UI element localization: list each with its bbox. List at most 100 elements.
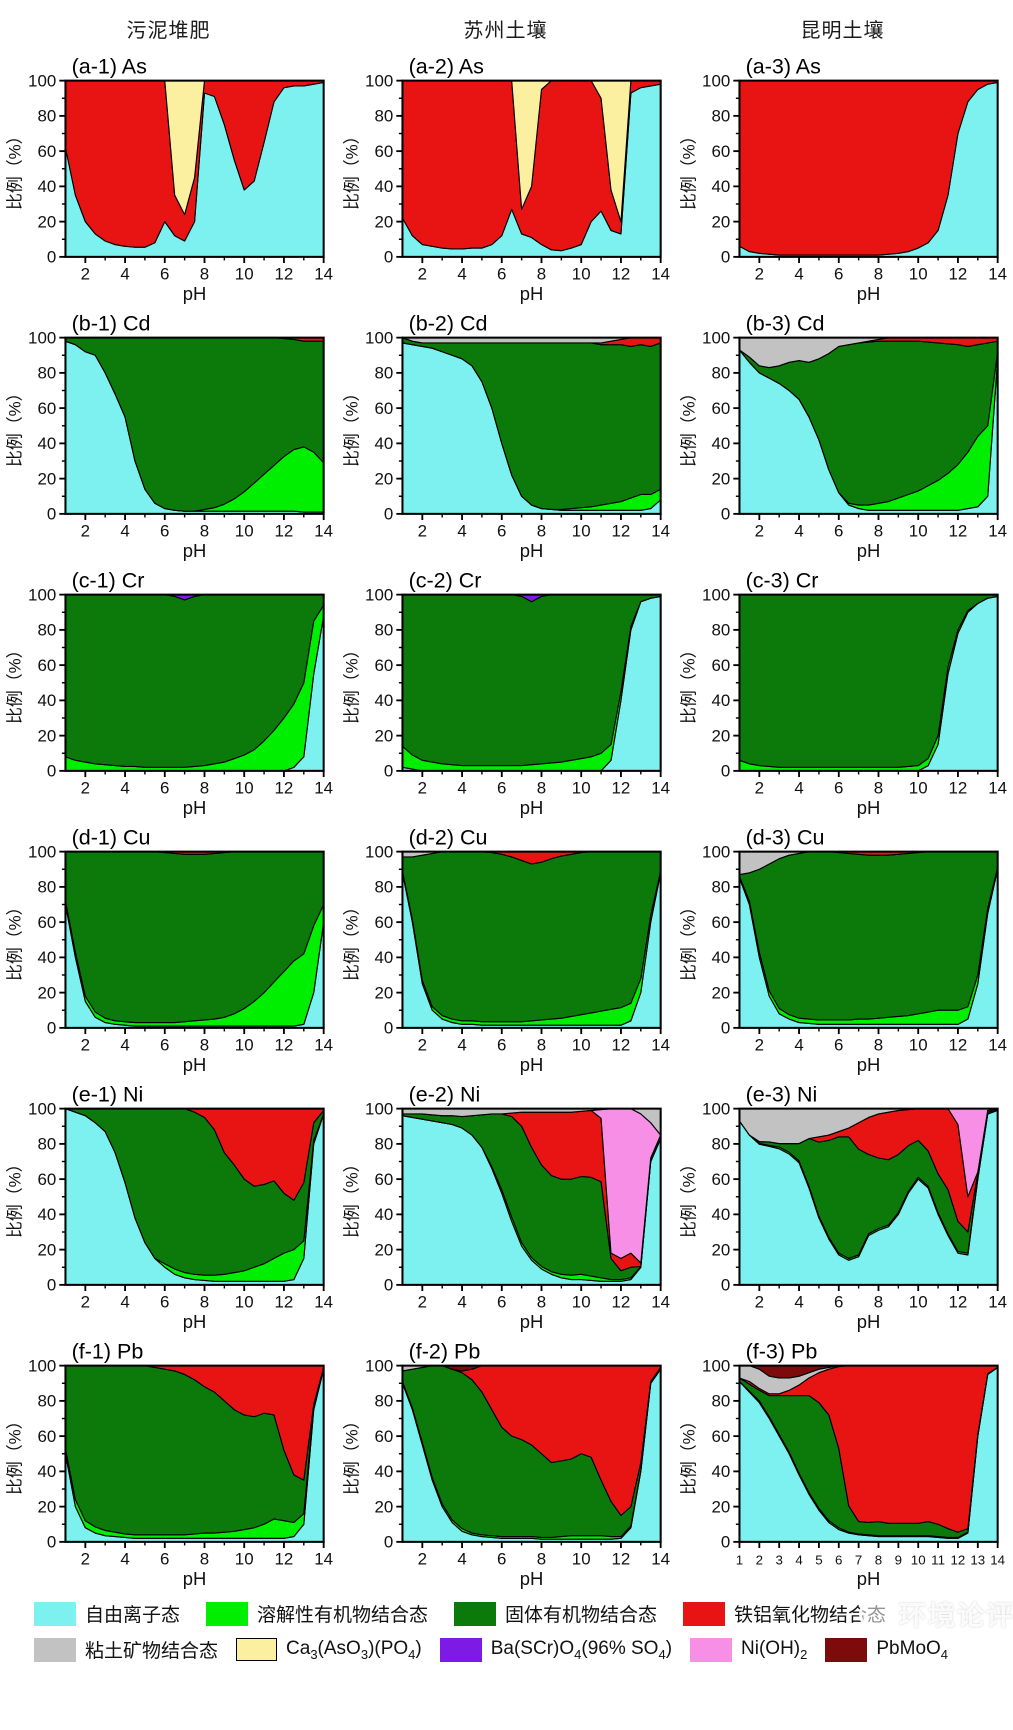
ytick-d-2-0: 0 — [384, 1019, 393, 1038]
ylabel-d-2: 比例（%） — [343, 898, 361, 981]
ylabel-e-3: 比例（%） — [680, 1155, 698, 1238]
xtick-c-1-14: 14 — [314, 778, 333, 797]
xtick-a-2-6: 6 — [497, 264, 506, 283]
ytick-a-1-100: 100 — [28, 71, 56, 90]
xtick-a-3-8: 8 — [874, 264, 883, 283]
area-f-2-red — [402, 1365, 661, 1516]
column-header-kunming-soil: 昆明土壤 — [800, 19, 885, 42]
xtick-a-3-12: 12 — [949, 264, 968, 283]
xlabel-c-2: pH — [520, 797, 544, 818]
ylabel-c-1: 比例（%） — [6, 641, 24, 724]
xtick-a-2-12: 12 — [612, 264, 631, 283]
ytick-f-2-100: 100 — [365, 1356, 393, 1375]
ylabel-a-1: 比例（%） — [6, 127, 24, 210]
legend-item-gray: 粘土矿物结合态 — [34, 1636, 218, 1663]
xtick-e-3-8: 8 — [874, 1292, 883, 1311]
xtick-a-3-10: 10 — [909, 264, 928, 283]
column-header-sludge-compost: 污泥堆肥 — [126, 19, 211, 42]
legend-item-bgreen: 溶解性有机物结合态 — [206, 1600, 428, 1627]
ytick-f-3-60: 60 — [711, 1427, 730, 1446]
ytick-e-1-20: 20 — [37, 1240, 56, 1259]
ytick-f-2-60: 60 — [374, 1427, 393, 1446]
ytick-d-2-60: 60 — [374, 913, 393, 932]
ytick-f-2-40: 40 — [374, 1462, 393, 1481]
legend-item-purple: Ba(SCr)O4(96% SO4) — [439, 1637, 672, 1662]
ytick-a-1-80: 80 — [37, 107, 56, 126]
legend-swatch-red — [683, 1601, 726, 1626]
xtick-a-2-10: 10 — [572, 264, 591, 283]
xtick-e-1-14: 14 — [314, 1292, 333, 1311]
ytick-d-3-60: 60 — [711, 913, 730, 932]
ytick-c-1-60: 60 — [37, 656, 56, 675]
xtick-f-3-5: 5 — [815, 1552, 822, 1567]
xtick-f-2-8: 8 — [537, 1549, 546, 1568]
xtick-c-2-12: 12 — [612, 778, 631, 797]
panel-title-a-3: (a-3) As — [746, 54, 821, 78]
panel-title-a-1: (a-1) As — [72, 54, 147, 78]
xtick-a-1-6: 6 — [160, 264, 169, 283]
xtick-e-3-4: 4 — [794, 1292, 803, 1311]
panel-e-3: 0 20 40 60 80 100 2 4 6 8 10 12 14 pH 比例（%） (e-3) Ni — [674, 1078, 1011, 1335]
ylabel-b-2: 比例（%） — [343, 384, 361, 467]
xtick-e-3-6: 6 — [834, 1292, 843, 1311]
area-a-2-red — [402, 80, 661, 252]
ytick-f-3-100: 100 — [702, 1356, 730, 1375]
xtick-f-1-4: 4 — [120, 1549, 129, 1568]
ytick-c-2-0: 0 — [384, 762, 393, 781]
ytick-b-2-60: 60 — [374, 399, 393, 418]
ytick-e-1-60: 60 — [37, 1170, 56, 1189]
xtick-d-3-8: 8 — [874, 1035, 883, 1054]
chart-f-2: 0 20 40 60 80 100 2 4 6 8 10 12 14 pH 比例（%） (f-2) Pb — [343, 1339, 670, 1588]
area-f-3-darkred — [739, 1365, 998, 1379]
legend-item-pink: Ni(OH)2 — [690, 1637, 807, 1662]
ytick-b-3-60: 60 — [711, 399, 730, 418]
ytick-c-3-20: 20 — [711, 726, 730, 745]
panel-title-a-2: (a-2) As — [409, 54, 484, 78]
xtick-d-1-2: 2 — [81, 1035, 90, 1054]
xtick-c-3-8: 8 — [874, 778, 883, 797]
xtick-f-3-10: 10 — [911, 1552, 926, 1567]
area-a-1-yellow — [65, 80, 324, 216]
ytick-b-1-60: 60 — [37, 399, 56, 418]
panel-d-2: 0 20 40 60 80 100 2 4 6 8 10 12 14 pH 比例（%） (d-2) Cu — [337, 821, 674, 1078]
ytick-a-1-0: 0 — [47, 248, 56, 267]
area-d-3-gray — [739, 851, 998, 876]
ytick-b-2-20: 20 — [374, 469, 393, 488]
column-headers: 污泥堆肥 苏州土壤 昆明土壤 — [0, 6, 1013, 50]
ytick-d-3-100: 100 — [702, 842, 730, 861]
area-c-3-cyan — [739, 595, 998, 771]
ylabel-b-1: 比例（%） — [6, 384, 24, 467]
xtick-d-3-14: 14 — [988, 1035, 1007, 1054]
xtick-d-2-10: 10 — [572, 1035, 591, 1054]
ytick-d-3-80: 80 — [711, 878, 730, 897]
ytick-b-2-0: 0 — [384, 505, 393, 524]
xtick-a-1-4: 4 — [120, 264, 129, 283]
xlabel-d-3: pH — [857, 1054, 881, 1075]
ytick-b-1-100: 100 — [28, 328, 56, 347]
ytick-c-1-0: 0 — [47, 762, 56, 781]
ytick-b-1-0: 0 — [47, 505, 56, 524]
area-a-3-red — [739, 80, 998, 256]
area-d-1-dgreen — [65, 851, 324, 1024]
ytick-a-3-60: 60 — [711, 142, 730, 161]
panel-a-1: 0 20 40 60 80 100 2 4 6 8 10 12 14 pH 比例（%） (a-1) As — [0, 50, 337, 307]
ytick-b-3-80: 80 — [711, 364, 730, 383]
ylabel-a-2: 比例（%） — [343, 127, 361, 210]
panel-b-1: 0 20 40 60 80 100 2 4 6 8 10 12 14 pH 比例（%） (b-1) Cd — [0, 307, 337, 564]
xlabel-f-3: pH — [857, 1568, 881, 1589]
xtick-c-3-10: 10 — [909, 778, 928, 797]
xlabel-e-1: pH — [183, 1311, 207, 1332]
xtick-a-2-2: 2 — [418, 264, 427, 283]
ytick-d-2-20: 20 — [374, 983, 393, 1002]
charts-grid: 0 20 40 60 80 100 2 4 6 8 10 12 14 pH 比例（%） (a-1) As 0 20… — [0, 50, 1013, 1592]
chart-b-3: 0 20 40 60 80 100 2 4 6 8 10 12 14 pH 比例（%） (b-3) Cd — [680, 311, 1007, 561]
xlabel-b-3: pH — [857, 540, 881, 561]
panel-title-d-2: (d-2) Cu — [409, 825, 488, 849]
xtick-f-2-14: 14 — [651, 1549, 670, 1568]
xlabel-a-2: pH — [520, 283, 544, 304]
xtick-f-1-14: 14 — [314, 1549, 333, 1568]
xlabel-e-2: pH — [520, 1311, 544, 1332]
xtick-f-1-8: 8 — [200, 1549, 209, 1568]
ytick-f-1-80: 80 — [37, 1392, 56, 1411]
ytick-e-3-100: 100 — [702, 1099, 730, 1118]
